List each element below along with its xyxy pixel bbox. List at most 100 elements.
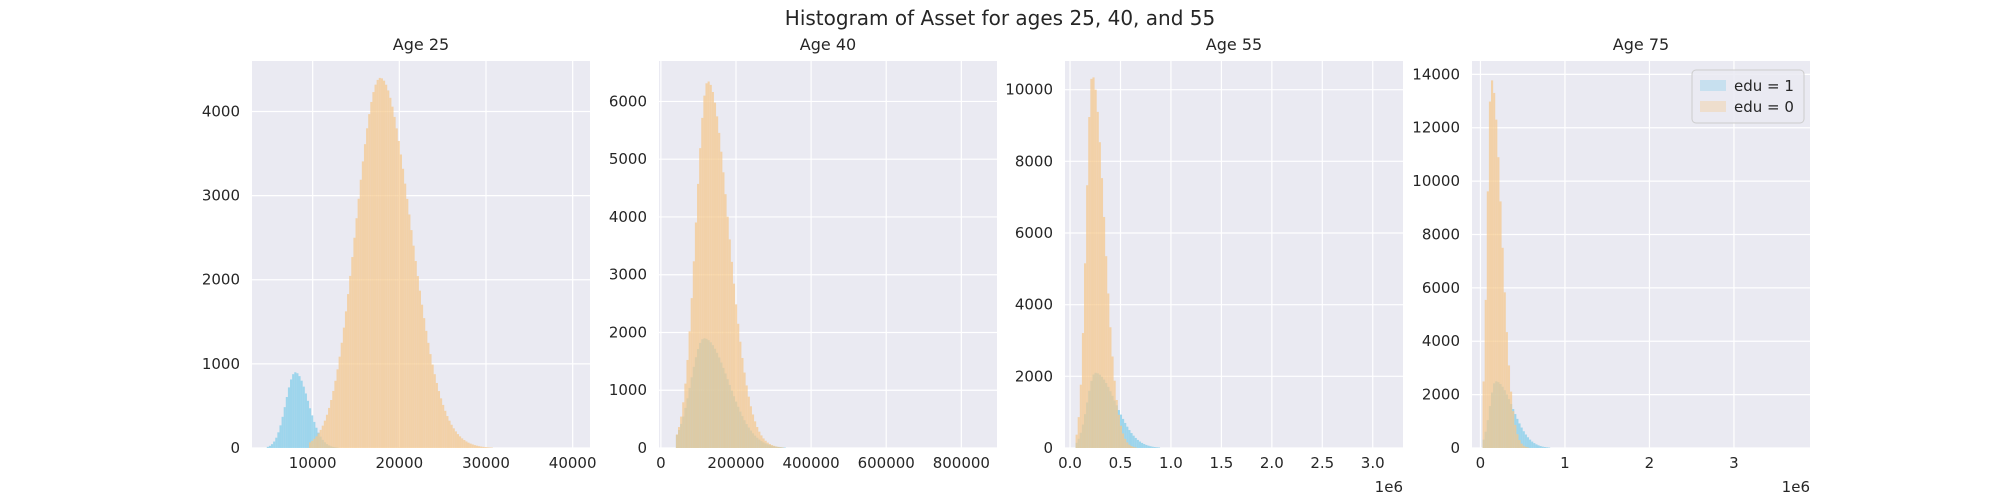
histogram-bar — [425, 330, 428, 448]
histogram-bar — [423, 318, 426, 448]
histogram-bar — [306, 400, 310, 448]
histogram-bar — [1107, 293, 1110, 448]
y-tick-label: 6000 — [1422, 279, 1460, 297]
histogram-bar — [1484, 299, 1487, 448]
subplot-title: Age 55 — [1206, 35, 1262, 54]
histogram-bar — [779, 447, 782, 448]
histogram-bar — [363, 144, 367, 448]
histogram-bar — [705, 83, 708, 448]
histogram-bar — [298, 376, 301, 448]
histogram-bar — [1501, 247, 1504, 448]
histogram-bar — [311, 440, 314, 448]
histogram-bar — [302, 386, 305, 448]
histogram-bar — [735, 304, 738, 448]
histogram-bar — [1543, 447, 1546, 448]
histogram-bar — [1518, 423, 1521, 448]
histogram-bar — [699, 148, 702, 449]
figure-title: Histogram of Asset for ages 25, 40, and … — [784, 6, 1216, 30]
histogram-bar — [1126, 442, 1129, 448]
histogram-bar — [739, 341, 742, 448]
histogram-bar — [283, 407, 286, 448]
histogram-bar — [313, 438, 316, 448]
y-tick-label: 6000 — [609, 92, 647, 110]
legend-box — [1691, 69, 1805, 124]
histogram-bar — [1113, 380, 1116, 448]
histogram-bar — [1103, 216, 1106, 448]
histogram-bar — [1541, 446, 1544, 448]
x-tick-label: 0.0 — [1058, 454, 1082, 472]
histogram-bar — [1149, 446, 1152, 448]
histogram-bar — [340, 342, 343, 448]
histogram-bar — [1105, 256, 1108, 448]
histogram-bar — [1088, 117, 1091, 448]
histogram-bar — [722, 172, 725, 449]
histogram-bar — [1155, 447, 1158, 448]
histogram-bar — [389, 97, 392, 449]
histogram-bar — [1505, 332, 1508, 448]
histogram-bar — [684, 383, 687, 448]
histogram-bar — [429, 354, 432, 448]
x-tick-label: 3 — [1729, 454, 1739, 472]
histogram-bar — [482, 446, 485, 448]
histogram-bar — [1111, 356, 1114, 448]
histogram-bar — [342, 327, 345, 448]
x-tick-label: 20000 — [375, 454, 423, 472]
histogram-bar — [459, 436, 462, 448]
histogram-bar — [686, 359, 689, 448]
histogram-bar — [758, 431, 761, 448]
histogram-bar — [1134, 437, 1137, 448]
histogram-bar — [300, 380, 303, 448]
histogram-bar — [473, 445, 476, 448]
histogram-bar — [773, 445, 776, 448]
histogram-bar — [332, 390, 335, 448]
histogram-bar — [448, 420, 451, 448]
histogram-bar — [760, 435, 763, 448]
y-tick-label: 2000 — [1015, 367, 1053, 385]
histogram-bar — [330, 399, 333, 448]
y-tick-label: 4000 — [609, 208, 647, 226]
legend: edu = 1 edu = 0 — [1691, 69, 1805, 124]
histogram-bar — [1122, 433, 1125, 448]
histogram-bar — [376, 79, 379, 448]
histogram-bar — [1126, 426, 1129, 448]
histogram-bar — [1141, 442, 1144, 448]
histogram-bar — [1539, 446, 1542, 448]
legend-swatch-edu0 — [1700, 101, 1726, 112]
histogram-bar — [387, 90, 390, 449]
histogram-bar — [478, 446, 481, 448]
histogram-bar — [1520, 427, 1523, 448]
histogram-bar — [1495, 119, 1498, 448]
y-tick-label: 2000 — [1422, 386, 1460, 404]
legend-swatch-edu1 — [1700, 80, 1726, 91]
histogram-bar — [410, 230, 413, 448]
histogram-bar — [1136, 439, 1139, 448]
histogram-bar — [359, 179, 362, 448]
histogram-bar — [1153, 447, 1156, 448]
histogram-bar — [281, 416, 284, 448]
histogram-bar — [1122, 418, 1125, 448]
x-tick-label: 200000 — [707, 454, 764, 472]
histogram-bar — [456, 434, 460, 448]
histogram-bar — [1081, 333, 1085, 448]
histogram-bar — [1486, 191, 1489, 448]
histogram-bar — [1130, 446, 1133, 448]
histogram-bar — [680, 416, 683, 448]
y-tick-label: 8000 — [1422, 225, 1460, 243]
x-tick-label: 2.5 — [1310, 454, 1334, 472]
histogram-bar — [1138, 441, 1142, 448]
histogram-bar — [1524, 446, 1527, 448]
histogram-bar — [732, 283, 736, 448]
x-tick-label: 3.0 — [1361, 454, 1385, 472]
histogram-bar — [703, 95, 706, 448]
x-tick-label: 40000 — [549, 454, 597, 472]
histogram-bar — [452, 428, 455, 448]
histogram-bar — [1086, 185, 1089, 448]
histogram-bar — [395, 128, 398, 448]
histogram-bar — [440, 398, 443, 448]
y-tick-label: 1000 — [202, 355, 240, 373]
x-offset-label: 1e6 — [1782, 478, 1810, 496]
histogram-bar — [292, 374, 295, 448]
histogram-bar — [709, 84, 712, 448]
histogram-bar — [488, 447, 491, 448]
x-tick-label: 30000 — [462, 454, 510, 472]
